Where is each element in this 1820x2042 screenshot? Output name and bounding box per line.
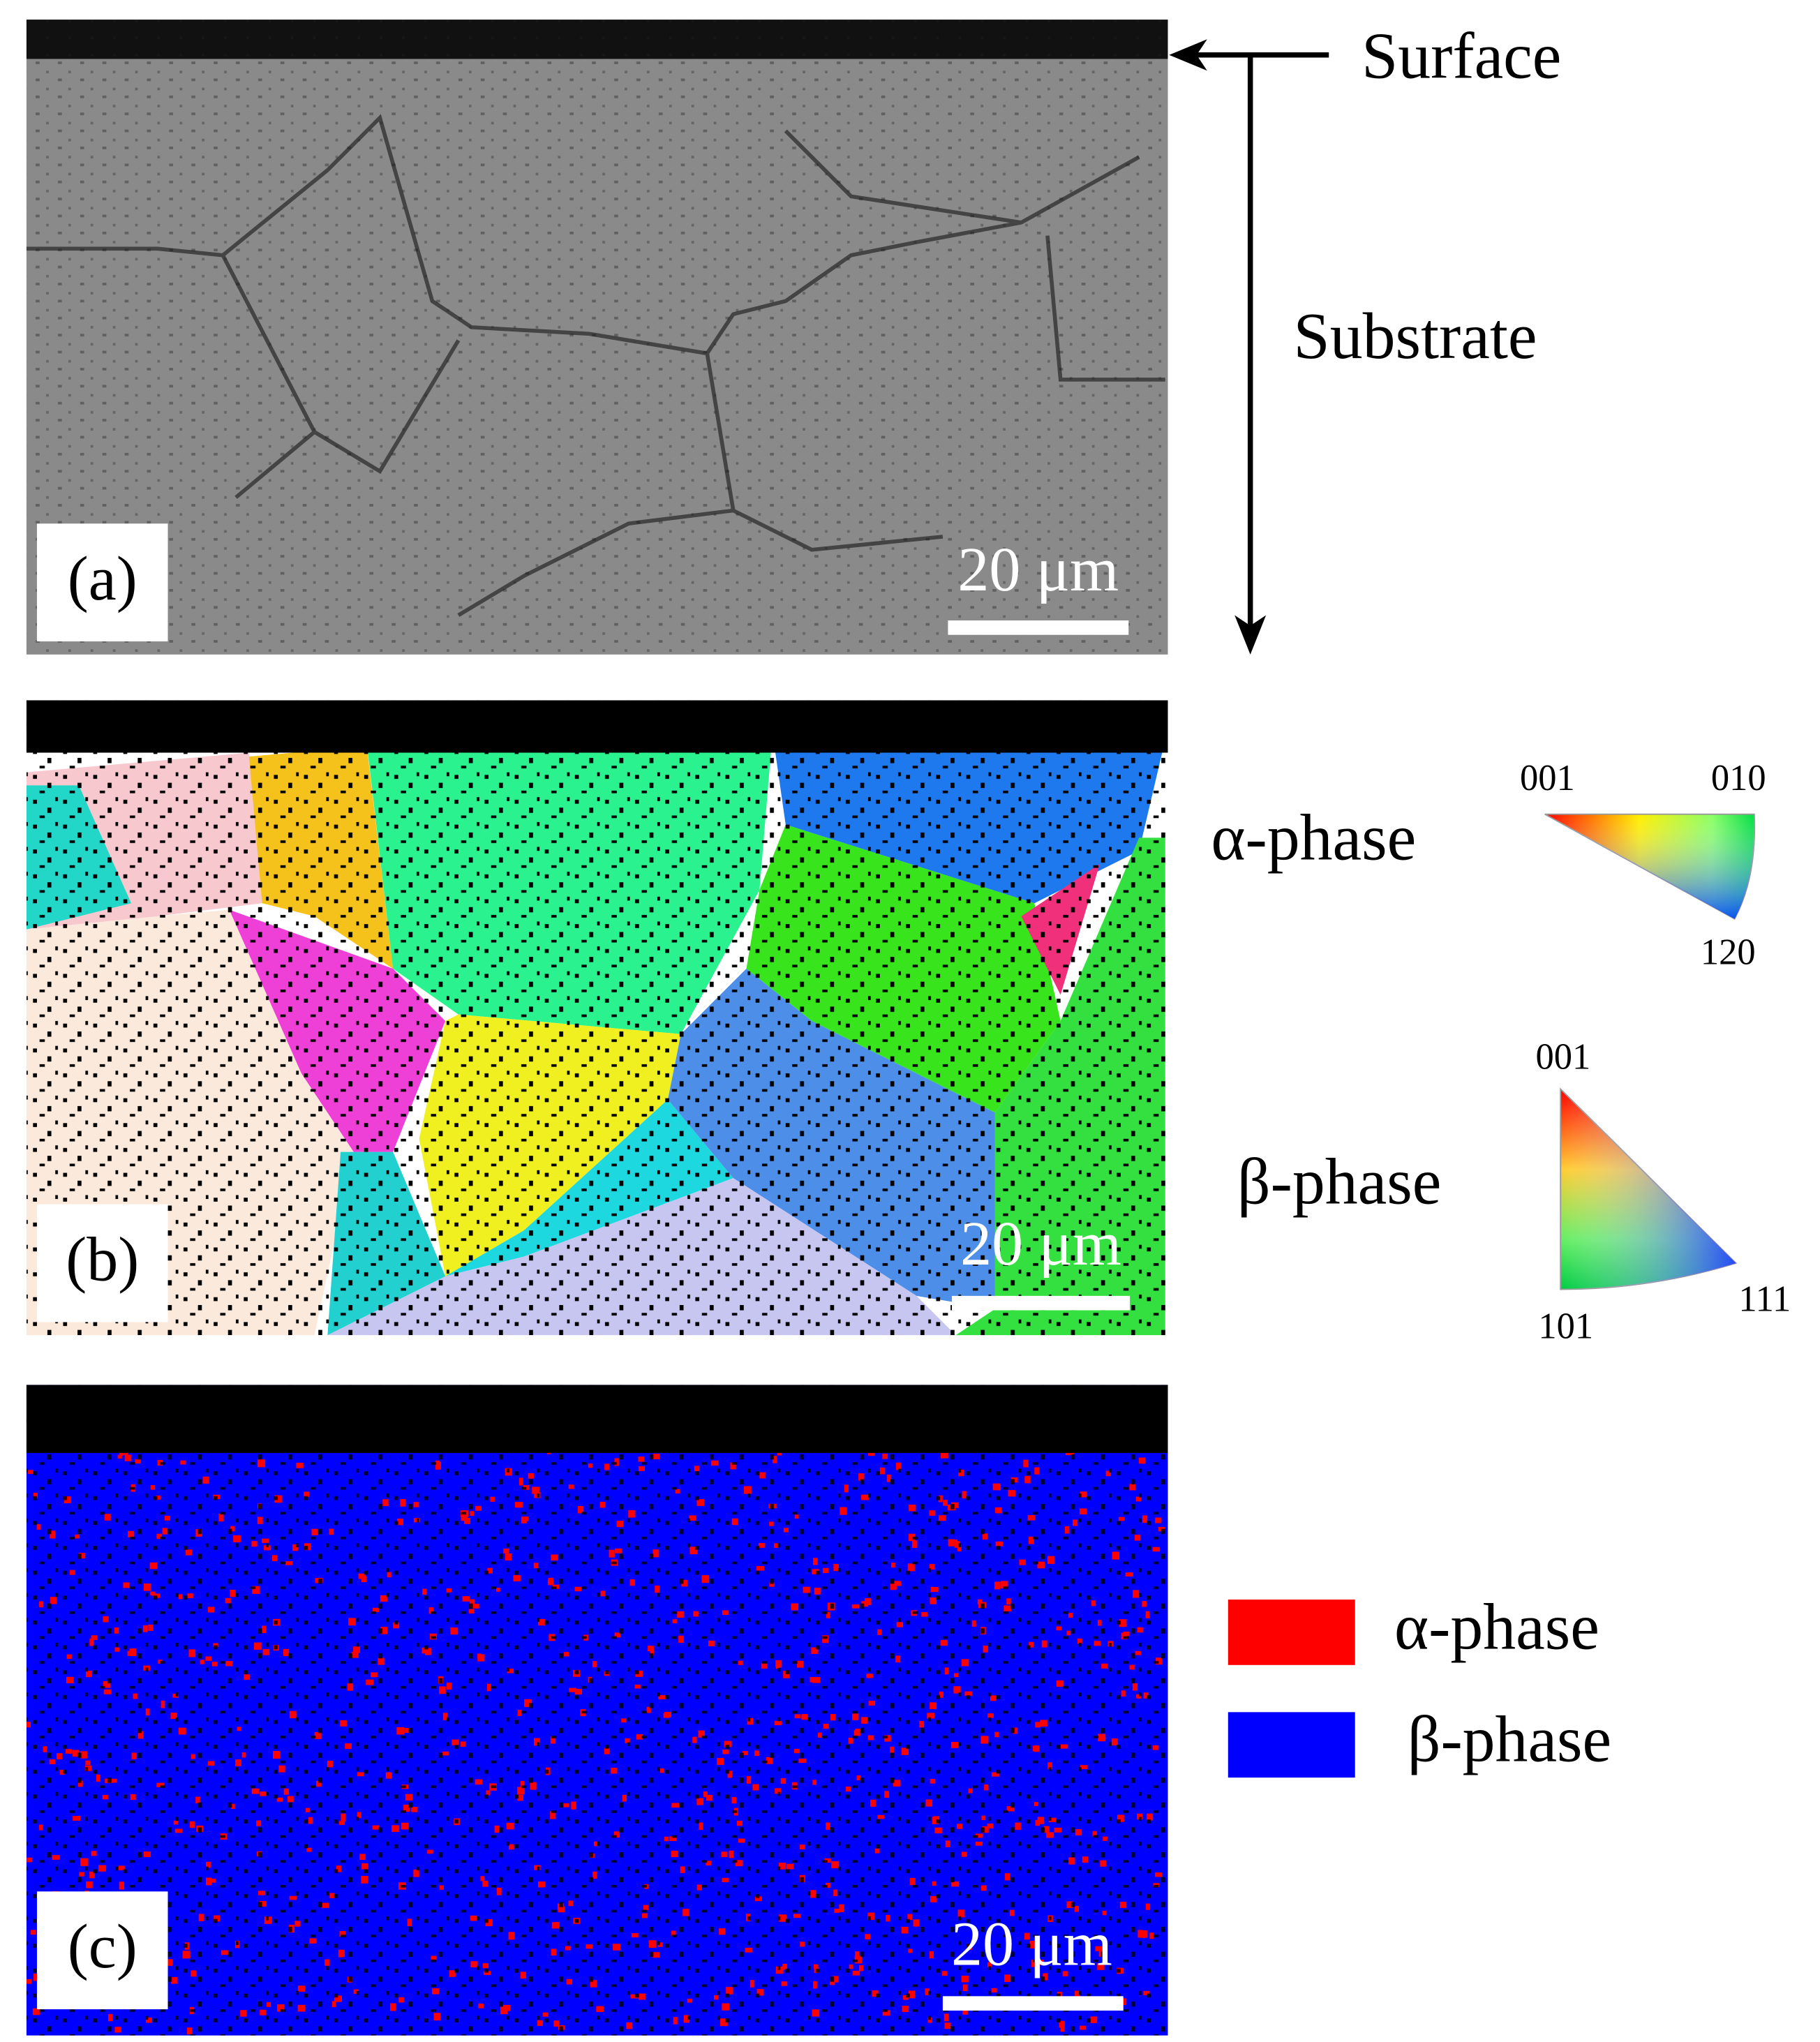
ipf-phase-label: β-phase <box>1237 1146 1441 1219</box>
label-box <box>36 1204 168 1322</box>
scale-bar-label: 20 μm <box>957 535 1119 604</box>
legend-swatch <box>1228 1712 1355 1778</box>
ipf-corner: 001 <box>1520 758 1575 798</box>
ipf-corner: 101 <box>1538 1306 1593 1347</box>
panel-a <box>26 20 1168 655</box>
legend-swatch <box>1228 1600 1355 1665</box>
texture <box>26 20 1168 655</box>
panel-label: (b) <box>66 1225 139 1294</box>
scale-bar <box>948 620 1129 635</box>
ipf-corner: 010 <box>1711 758 1766 798</box>
legend-label: α-phase <box>1394 1590 1599 1663</box>
scale-bar-label: 20 μm <box>960 1209 1121 1279</box>
ipf-corner: 001 <box>1536 1036 1591 1077</box>
scale-bar <box>942 1996 1124 2011</box>
scale-bar-label: 20 μm <box>951 1909 1112 1978</box>
unindexed-points <box>26 700 1168 1336</box>
ipf-phase-label: α-phase <box>1211 801 1416 874</box>
ipf-corner: 111 <box>1738 1279 1791 1319</box>
direction-arrows <box>1169 39 1329 655</box>
ipf-shade <box>1560 1089 1736 1290</box>
label-box <box>36 523 168 642</box>
annotation: Substrate <box>1294 300 1537 373</box>
label-box <box>36 1891 168 2010</box>
ipf-corner: 120 <box>1701 932 1756 972</box>
panel-label: (c) <box>68 1912 137 1981</box>
ipf-shade <box>1544 814 1755 919</box>
panel-label: (a) <box>68 544 137 613</box>
scale-bar <box>952 1295 1131 1311</box>
unindexed-points <box>26 1385 1168 2036</box>
legend-label: β-phase <box>1408 1704 1611 1776</box>
panel-c <box>26 1385 1168 2036</box>
panel-b <box>26 700 1168 1336</box>
annotation: Surface <box>1362 20 1561 93</box>
